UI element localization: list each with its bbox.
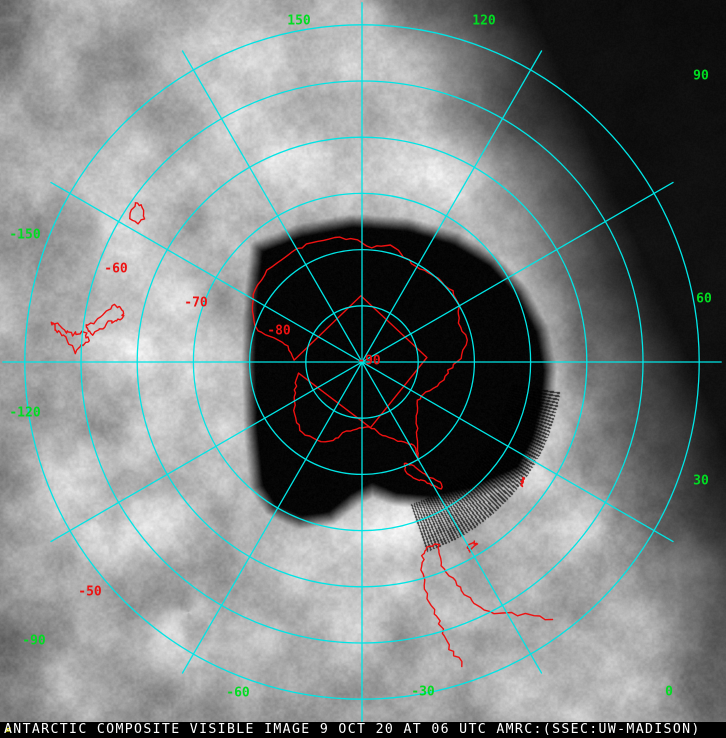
satellite-image-viewer: 150 120 90 60 30 0 -30 -60 -90 -120 -150 -50 -60 -70 -… <box>0 0 726 738</box>
longitude-label-neg120: -120 <box>9 407 40 420</box>
longitude-label-60: 60 <box>696 293 712 306</box>
longitude-label-0: 0 <box>665 686 673 699</box>
longitude-label-neg30: -30 <box>411 686 434 699</box>
longitude-label-120: 120 <box>472 15 495 28</box>
latitude-label-neg90: -90 <box>357 355 380 368</box>
longitude-label-150: 150 <box>287 15 310 28</box>
longitude-label-30: 30 <box>693 475 709 488</box>
longitude-label-neg90: -90 <box>22 635 45 648</box>
latitude-label-neg70: -70 <box>184 297 207 310</box>
caption-bar: ¤ ANTARCTIC COMPOSITE VISIBLE IMAGE 9 OC… <box>0 722 726 738</box>
caption-text: ANTARCTIC COMPOSITE VISIBLE IMAGE 9 OCT … <box>4 723 701 737</box>
longitude-label-neg150: -150 <box>9 229 40 242</box>
longitude-label-90: 90 <box>693 70 709 83</box>
latitude-label-neg60: -60 <box>104 263 127 276</box>
latitude-label-neg50: -50 <box>78 586 101 599</box>
longitude-label-neg60: -60 <box>226 687 249 700</box>
latitude-label-neg80: -80 <box>267 325 290 338</box>
